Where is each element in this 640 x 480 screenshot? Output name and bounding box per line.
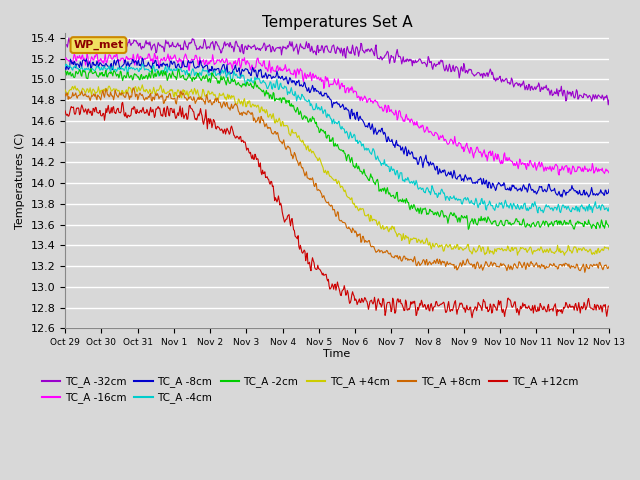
TC_A -32cm: [420, 60, 428, 66]
TC_A -4cm: [138, 61, 146, 67]
TC_A -32cm: [71, 41, 79, 47]
TC_A -4cm: [61, 64, 69, 70]
TC_A -16cm: [212, 60, 220, 66]
TC_A -8cm: [138, 55, 146, 61]
TC_A +4cm: [127, 86, 135, 92]
TC_A -32cm: [183, 44, 191, 49]
TC_A +12cm: [61, 108, 69, 114]
TC_A +8cm: [61, 91, 69, 97]
TC_A -4cm: [420, 189, 428, 194]
TC_A -4cm: [534, 210, 541, 216]
TC_A +4cm: [212, 94, 220, 100]
TC_A -16cm: [605, 170, 613, 176]
TC_A -4cm: [605, 205, 613, 211]
TC_A +4cm: [138, 82, 146, 88]
Line: TC_A -8cm: TC_A -8cm: [65, 58, 609, 197]
TC_A +8cm: [420, 257, 428, 263]
TC_A +4cm: [605, 247, 613, 252]
TC_A -2cm: [605, 224, 613, 230]
TC_A +12cm: [212, 125, 220, 131]
TC_A -32cm: [78, 35, 86, 40]
TC_A +8cm: [212, 96, 220, 102]
TC_A -8cm: [61, 63, 69, 69]
TC_A -8cm: [420, 160, 428, 166]
X-axis label: Time: Time: [323, 348, 351, 359]
TC_A +12cm: [420, 304, 428, 310]
TC_A +12cm: [605, 303, 613, 309]
TC_A -4cm: [183, 68, 191, 73]
TC_A +4cm: [61, 87, 69, 93]
TC_A -8cm: [183, 64, 191, 70]
TC_A -2cm: [404, 200, 412, 205]
TC_A +4cm: [420, 240, 428, 246]
TC_A -16cm: [128, 57, 136, 62]
TC_A -16cm: [404, 117, 412, 122]
TC_A -2cm: [183, 76, 191, 82]
TC_A +8cm: [71, 92, 79, 97]
TC_A -32cm: [604, 102, 612, 108]
TC_A +4cm: [183, 88, 191, 94]
TC_A -32cm: [212, 39, 220, 45]
Legend: TC_A -32cm, TC_A -16cm, TC_A -8cm, TC_A -4cm, TC_A -2cm, TC_A +4cm, TC_A +8cm, T: TC_A -32cm, TC_A -16cm, TC_A -8cm, TC_A …: [38, 372, 582, 408]
TC_A -4cm: [127, 64, 135, 70]
TC_A +12cm: [468, 315, 476, 321]
TC_A -2cm: [212, 75, 220, 81]
Title: Temperatures Set A: Temperatures Set A: [262, 15, 412, 30]
TC_A -2cm: [87, 65, 95, 71]
Line: TC_A +12cm: TC_A +12cm: [65, 102, 609, 318]
TC_A -32cm: [128, 41, 136, 47]
TC_A +12cm: [128, 106, 136, 112]
TC_A -32cm: [404, 57, 412, 62]
TC_A -8cm: [71, 60, 79, 65]
TC_A -8cm: [605, 187, 613, 192]
Line: TC_A +4cm: TC_A +4cm: [65, 85, 609, 255]
TC_A -2cm: [420, 206, 428, 212]
TC_A -16cm: [113, 48, 120, 54]
TC_A -16cm: [183, 56, 191, 62]
TC_A -8cm: [127, 61, 135, 67]
TC_A -2cm: [61, 68, 69, 74]
Line: TC_A -2cm: TC_A -2cm: [65, 68, 609, 229]
TC_A -4cm: [212, 72, 220, 78]
Text: WP_met: WP_met: [74, 40, 124, 50]
Y-axis label: Temperatures (C): Temperatures (C): [15, 132, 25, 229]
TC_A -8cm: [404, 151, 412, 156]
TC_A +4cm: [71, 83, 79, 89]
TC_A +8cm: [129, 85, 137, 91]
TC_A -32cm: [61, 42, 69, 48]
TC_A -16cm: [71, 52, 79, 58]
TC_A +4cm: [561, 252, 568, 258]
TC_A -16cm: [556, 172, 563, 178]
TC_A -2cm: [465, 227, 472, 232]
Line: TC_A -32cm: TC_A -32cm: [65, 37, 609, 105]
TC_A -2cm: [128, 73, 136, 79]
Line: TC_A +8cm: TC_A +8cm: [65, 88, 609, 272]
TC_A +8cm: [605, 264, 613, 269]
TC_A +8cm: [404, 257, 412, 263]
TC_A +12cm: [119, 99, 127, 105]
TC_A +8cm: [183, 97, 191, 103]
TC_A +8cm: [581, 269, 589, 275]
TC_A -2cm: [71, 74, 79, 80]
TC_A -4cm: [404, 175, 412, 180]
TC_A +12cm: [404, 307, 412, 313]
TC_A -16cm: [61, 56, 69, 61]
TC_A -8cm: [558, 194, 566, 200]
TC_A -32cm: [605, 97, 613, 103]
Line: TC_A -4cm: TC_A -4cm: [65, 64, 609, 213]
TC_A +12cm: [183, 117, 191, 122]
TC_A -4cm: [71, 63, 79, 69]
TC_A +12cm: [71, 111, 79, 117]
TC_A +8cm: [127, 95, 135, 100]
Line: TC_A -16cm: TC_A -16cm: [65, 51, 609, 175]
TC_A -8cm: [212, 68, 220, 73]
TC_A -16cm: [420, 127, 428, 132]
TC_A +4cm: [404, 234, 412, 240]
